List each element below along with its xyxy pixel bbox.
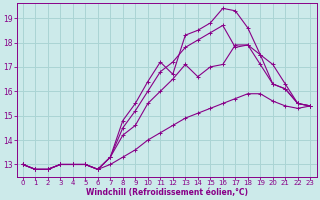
- X-axis label: Windchill (Refroidissement éolien,°C): Windchill (Refroidissement éolien,°C): [85, 188, 248, 197]
